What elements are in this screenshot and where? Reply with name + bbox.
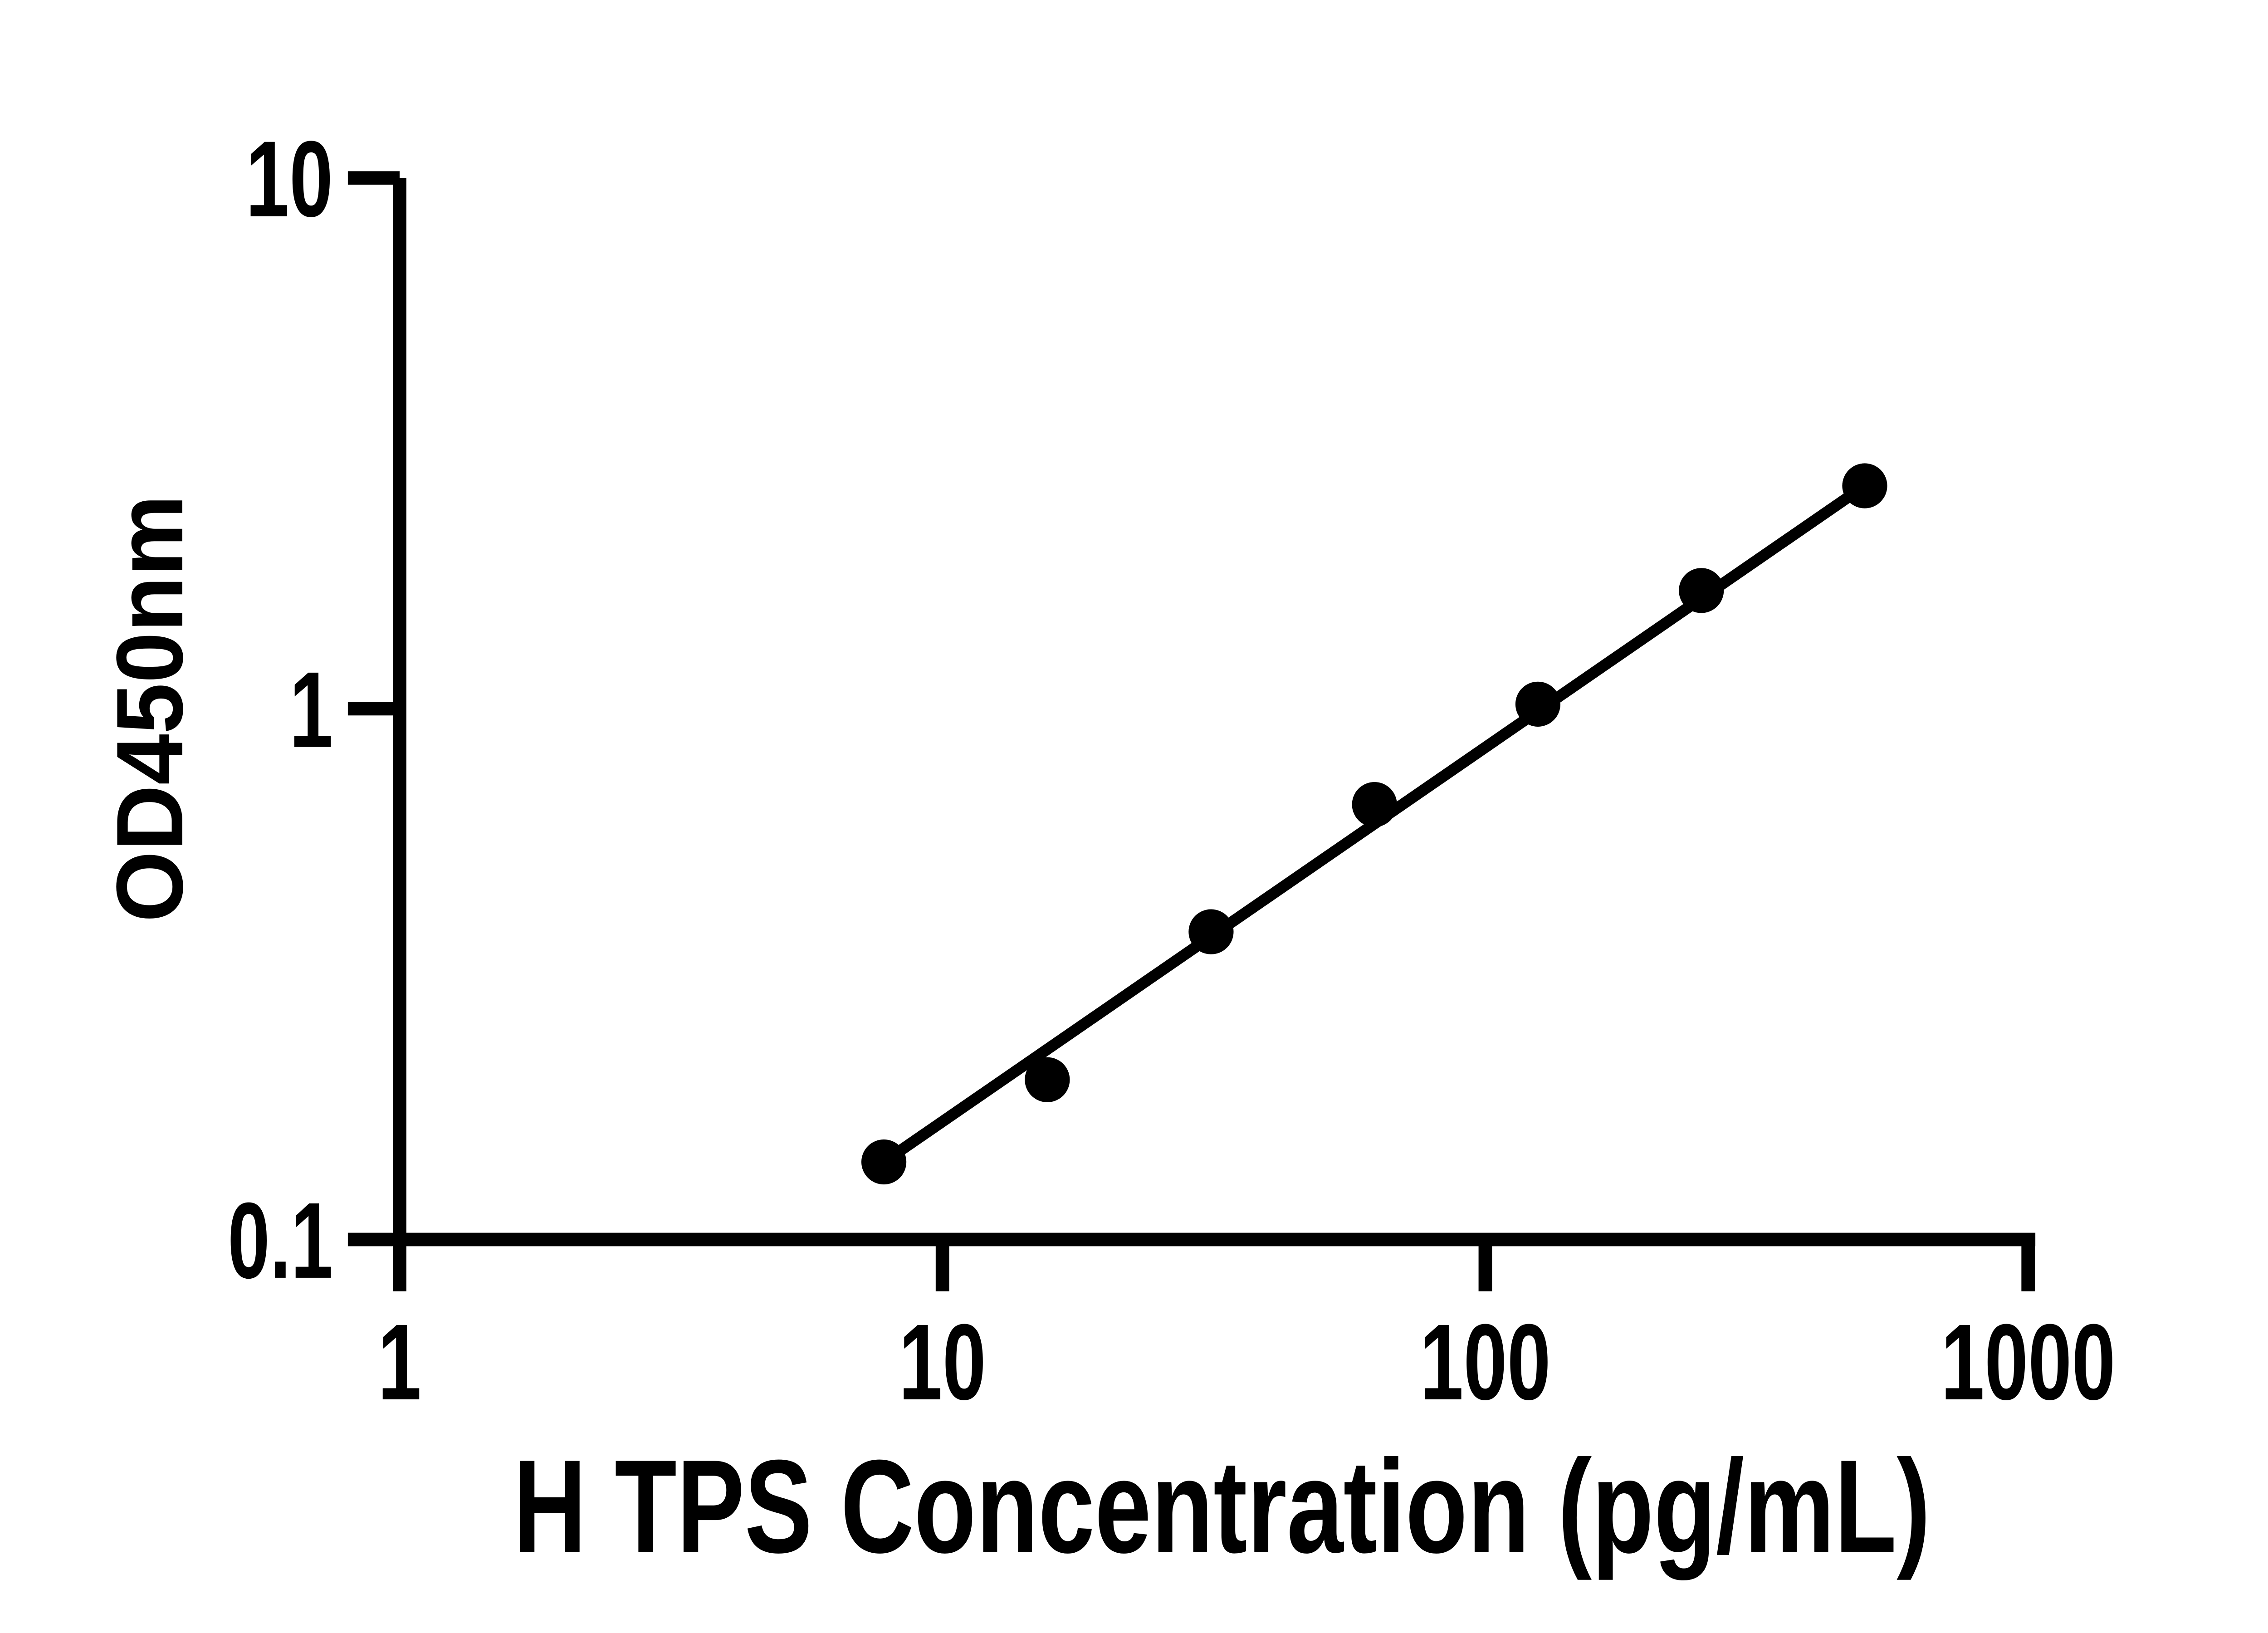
y-tick-label-1: 1 [289,650,333,770]
x-tick-label-1: 1 [378,1302,421,1423]
x-tick-label-100: 100 [1420,1302,1551,1423]
x-axis-title: H TPS Concentration (pg/mL) [513,1433,1931,1581]
data-point-250pgml [1679,568,1724,613]
data-point-125pgml [1515,681,1561,727]
data-point-31.25pgml [1188,909,1234,954]
data-point-62.5pgml [1352,782,1397,827]
data-point-7.8pgml [861,1139,907,1185]
y-tick-label-10: 10 [246,119,333,240]
x-tick-label-10: 10 [899,1302,986,1423]
data-point-500pgml [1842,463,1887,508]
y-tick-label-0.1: 0.1 [228,1180,333,1301]
plot-generated-layer: 1 10 100 1000 0.1 1 10 [228,119,2116,1423]
data-point-15.6pgml [1025,1057,1070,1102]
y-axis-title: OD450nm [97,495,203,922]
x-tick-label-1000: 1000 [1941,1302,2116,1423]
